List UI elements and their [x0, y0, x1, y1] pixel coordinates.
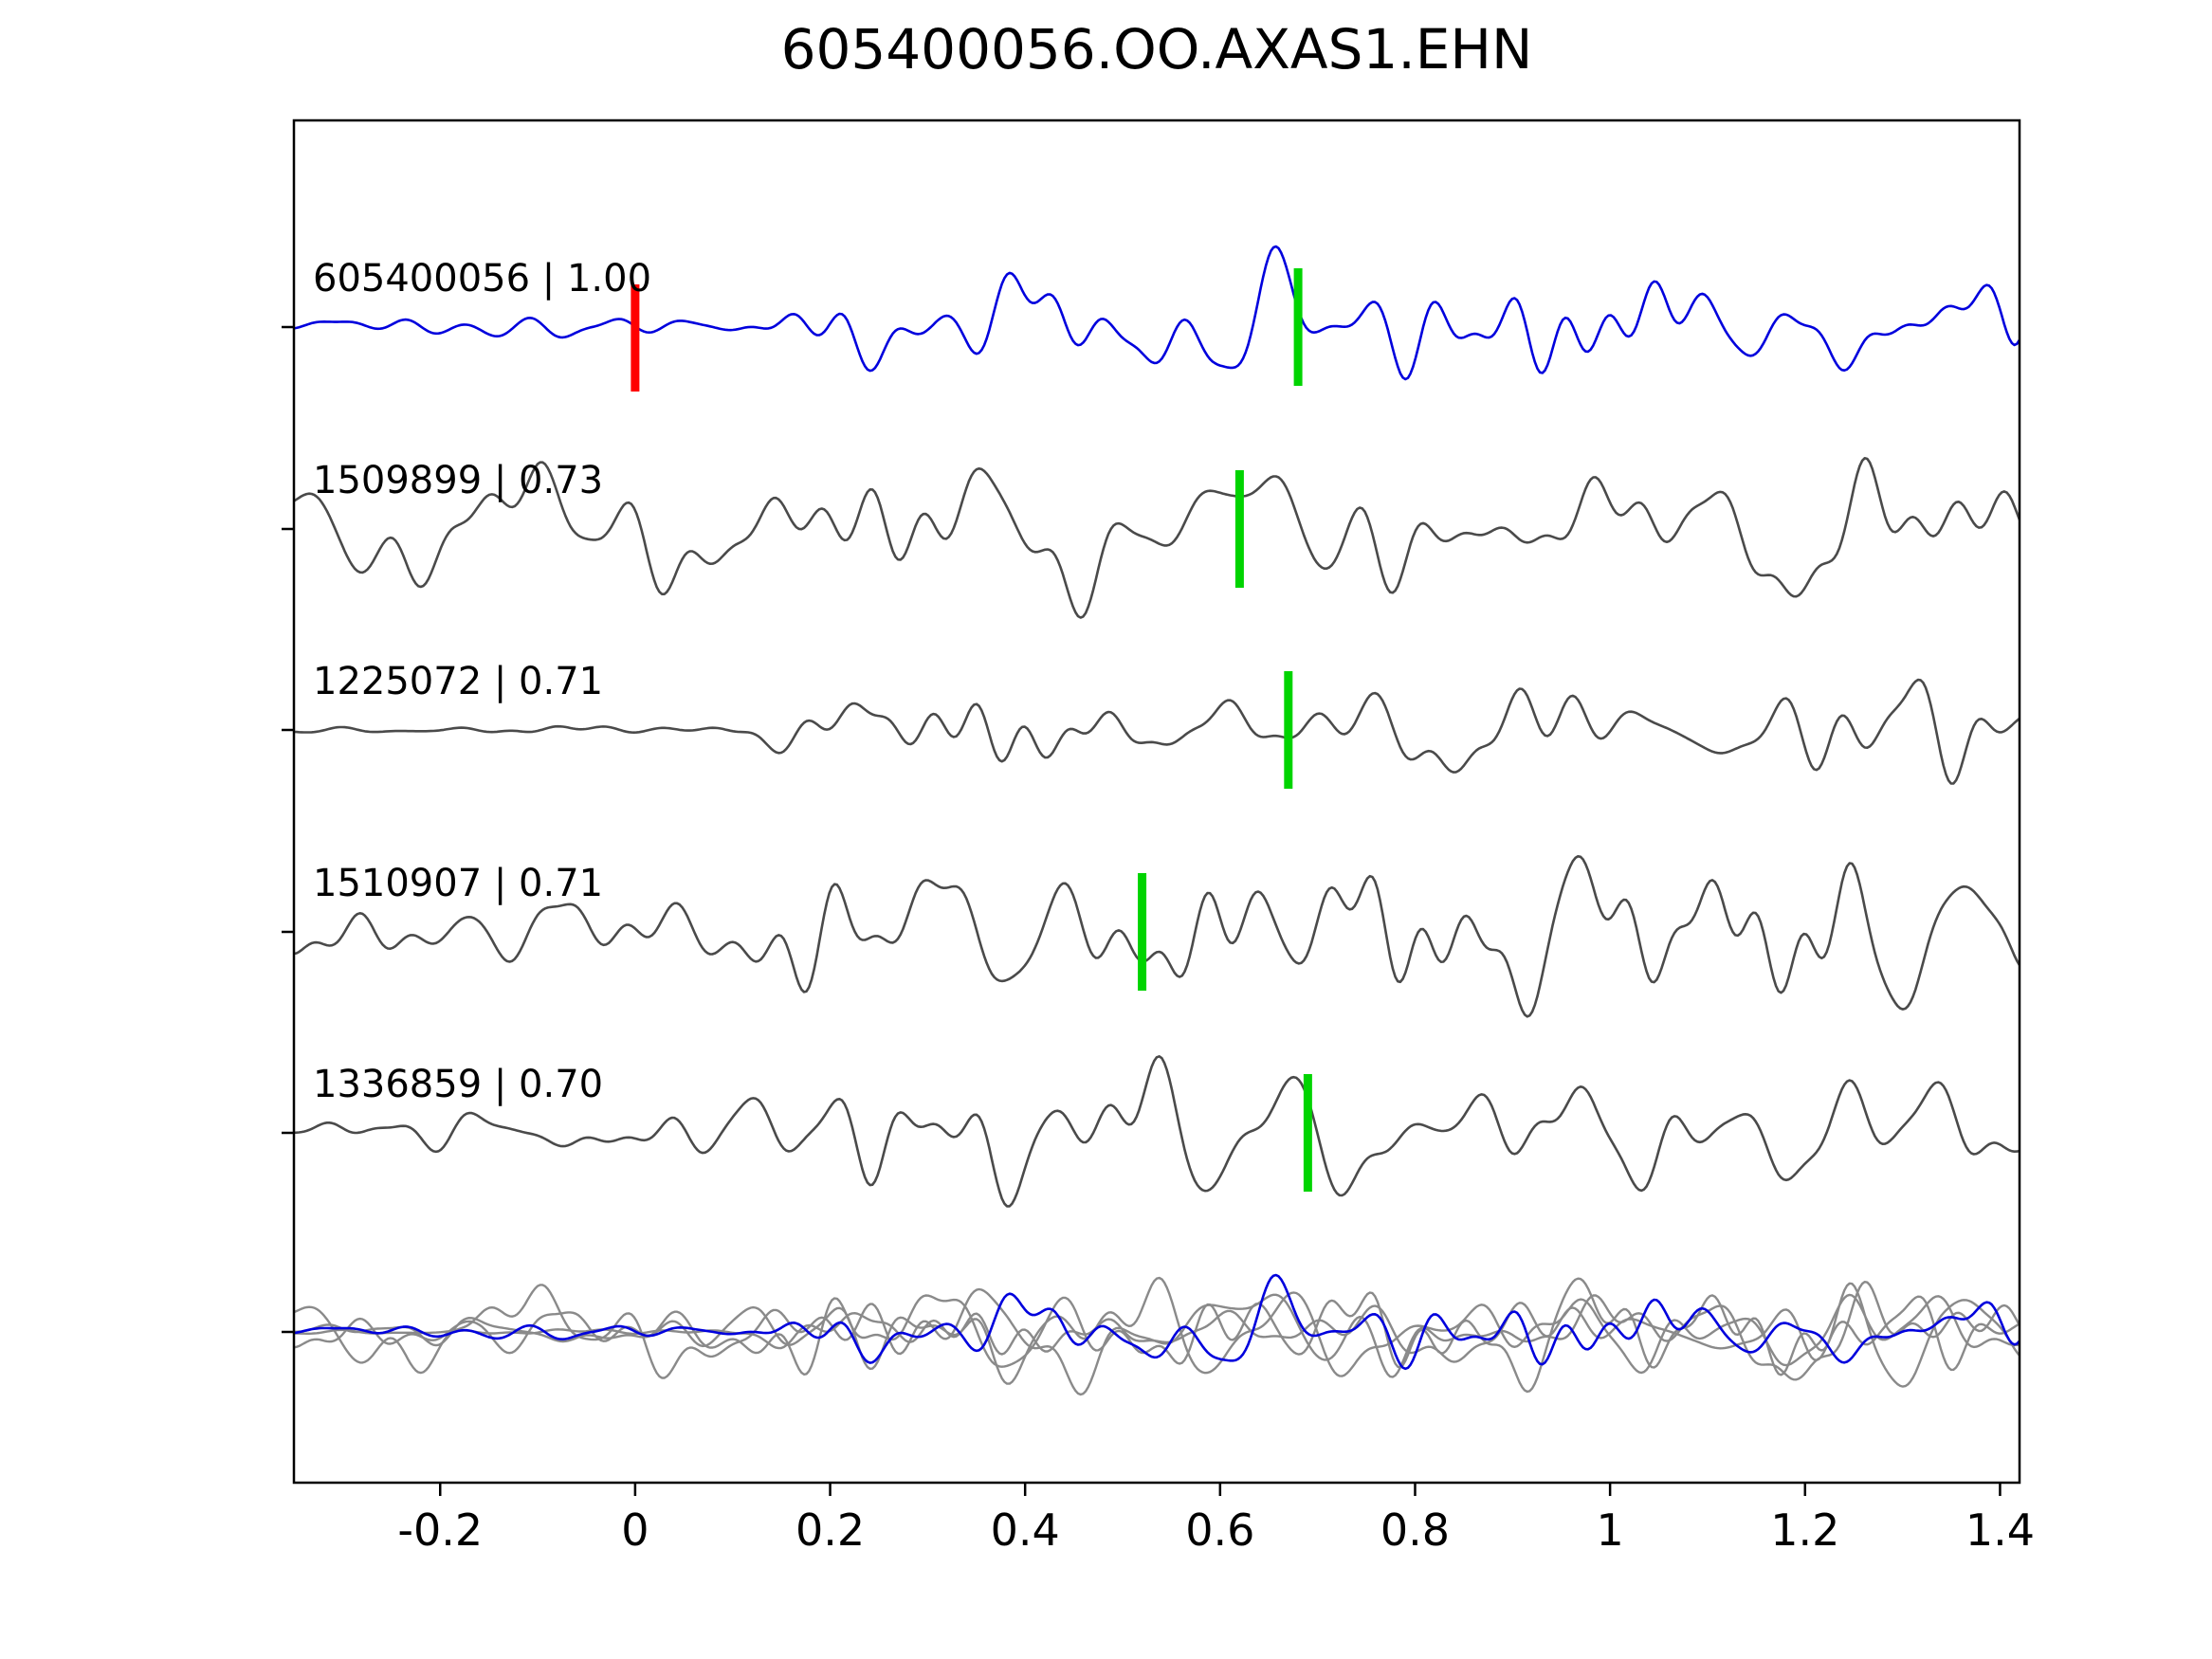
trace-label-605400056: 605400056 | 1.00	[313, 257, 651, 301]
x-tick-label: 0.6	[1185, 1504, 1254, 1556]
chart-title: 605400056.OO.AXAS1.EHN	[780, 17, 1533, 82]
overlay-waveform-1225072	[294, 1295, 2020, 1372]
trace-label-1225072: 1225072 | 0.71	[313, 660, 603, 703]
trace-label-1509899: 1509899 | 0.73	[313, 459, 603, 502]
trace-waveform-1225072	[294, 678, 2020, 785]
x-tick-label: 0.2	[795, 1504, 865, 1556]
x-tick-label: 1.2	[1770, 1504, 1839, 1556]
axes-layer	[282, 118, 2021, 1496]
x-tick-label: 1.4	[1965, 1504, 2035, 1556]
waveforms-layer	[294, 245, 2020, 1396]
overlay-waveform-605400056	[294, 1273, 2020, 1371]
overlay-waveform-1510907	[294, 1277, 2020, 1394]
trace-label-1336859: 1336859 | 0.70	[313, 1063, 603, 1106]
trace-waveform-1510907	[294, 854, 2020, 1018]
x-tick-label: 0	[621, 1504, 649, 1556]
trace-label-1510907: 1510907 | 0.71	[313, 862, 603, 905]
x-tick-label: 1	[1596, 1504, 1623, 1556]
trace-waveform-605400056	[294, 245, 2020, 381]
plot-border	[292, 118, 2021, 1485]
x-tick-label: -0.2	[397, 1504, 483, 1556]
overlay-waveform-1336859	[294, 1276, 2020, 1385]
trace-waveform-1509899	[294, 456, 2020, 619]
markers-layer	[631, 268, 1312, 1192]
x-tick-label: 0.8	[1380, 1504, 1450, 1556]
labels-layer: -0.2 0 0.2 0.4 0.6 0.8 1 1.2 1.4 605400056 | 1.00…	[313, 257, 2035, 1556]
x-tick-label: 0.4	[991, 1504, 1060, 1556]
trace-waveform-1336859	[294, 1055, 2020, 1208]
